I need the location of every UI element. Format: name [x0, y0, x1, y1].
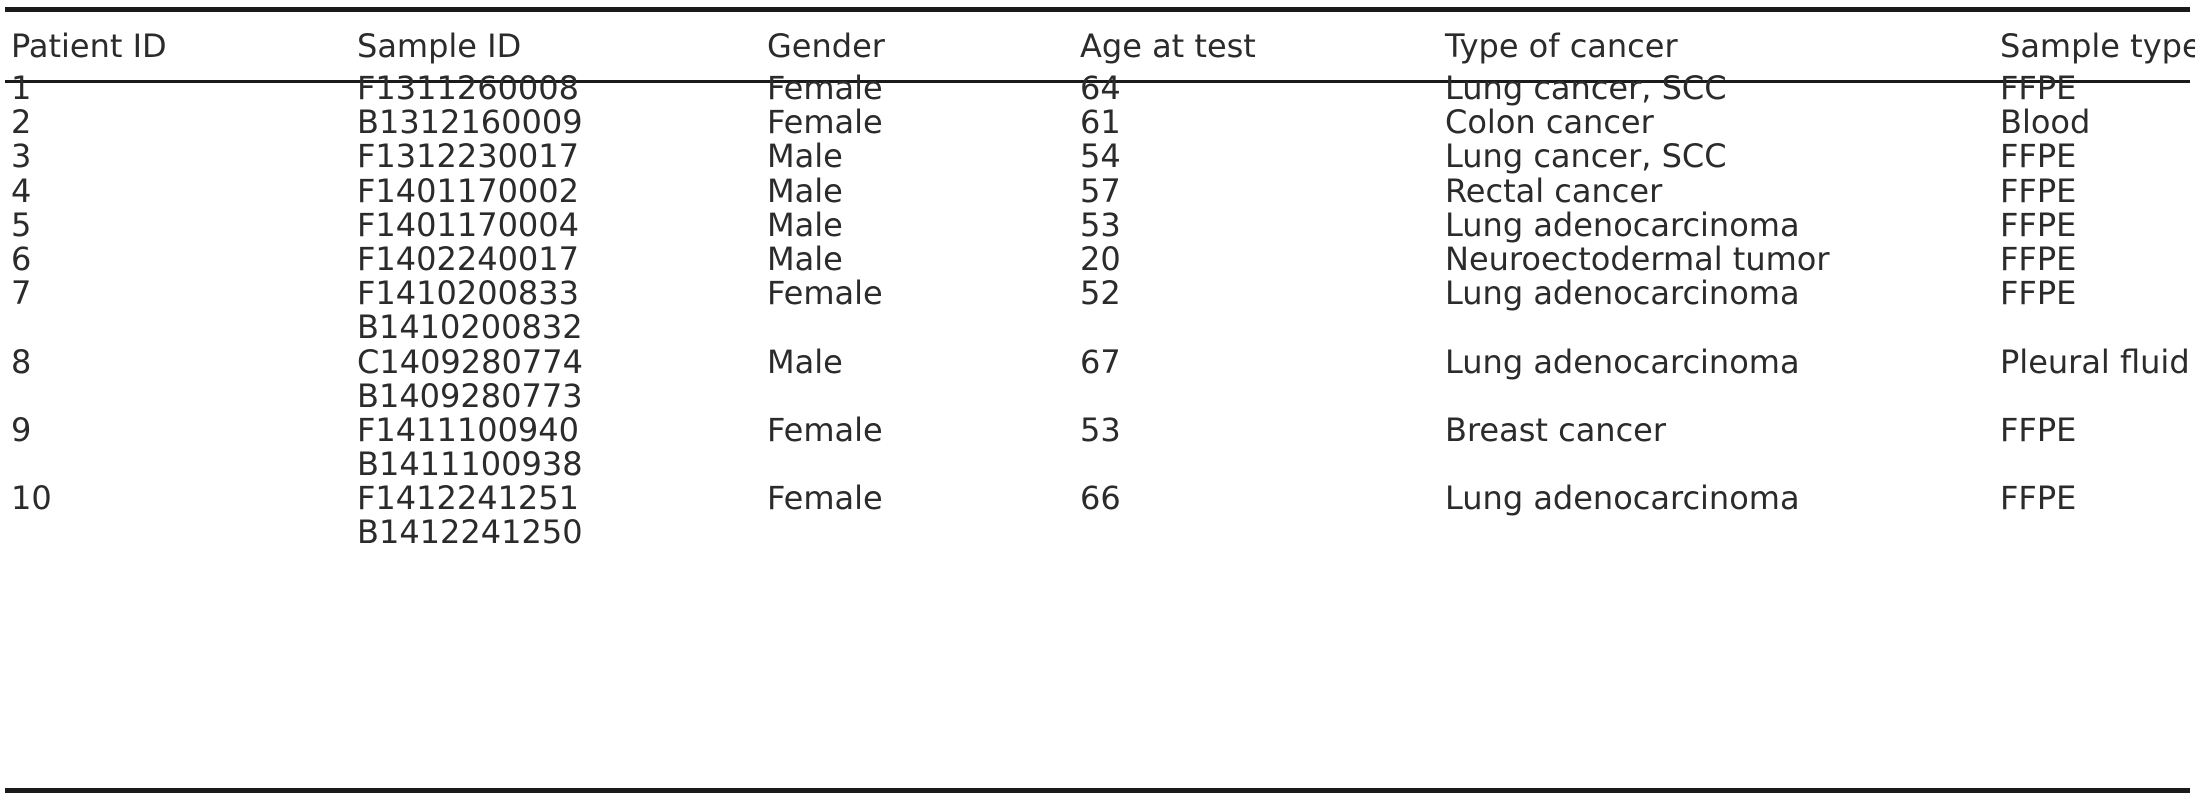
cell-cancer-type: Lung cancer, SCC [1445, 137, 1727, 175]
cell-sample-type: FFPE [2000, 206, 2077, 244]
cell-gender: Male [767, 137, 843, 175]
sample-id-line: F1411100940 [357, 411, 579, 449]
cell-age: 66 [1080, 479, 1121, 517]
cell-age: 57 [1080, 172, 1121, 210]
cell-sample-id: F1411100940 B1411100938 [357, 411, 583, 484]
cell-gender: Male [767, 240, 843, 278]
sample-id-line: F1412241251 [357, 479, 579, 517]
cell-age: 52 [1080, 274, 1121, 312]
cell-sample-id: F1311260008 [357, 71, 579, 105]
cell-gender: Female [767, 411, 883, 449]
sample-id-line: F1312230017 [357, 137, 579, 175]
cell-gender: Female [767, 103, 883, 141]
cell-gender: Female [767, 274, 883, 312]
cell-sample-type: FFPE [2000, 172, 2077, 210]
cell-gender: Male [767, 172, 843, 210]
cell-patient-id: 6 [11, 240, 32, 278]
cell-sample-type: FFPE [2000, 137, 2077, 175]
cell-patient-id: 3 [11, 137, 32, 175]
cell-cancer-type: Rectal cancer [1445, 172, 1663, 210]
cell-sample-type: FFPE [2000, 274, 2077, 312]
cell-sample-type: FFPE [2000, 69, 2077, 107]
cell-sample-id: F1401170004 [357, 208, 579, 242]
sample-id-line: B1312160009 [357, 103, 583, 141]
sample-id-line: C1409280774 [357, 343, 583, 381]
cell-sample-id: B1312160009 [357, 105, 583, 139]
cell-sample-type: FFPE [2000, 240, 2077, 278]
cell-age: 64 [1080, 69, 1121, 107]
sample-id-line: B1412241250 [357, 513, 583, 552]
cell-sample-id: F1312230017 [357, 139, 579, 173]
cell-patient-id: 8 [11, 343, 32, 381]
header-sample-id: Sample ID [357, 27, 522, 65]
cell-patient-id: 2 [11, 103, 32, 141]
cell-cancer-type: Breast cancer [1445, 411, 1667, 449]
cell-sample-type: Pleural fluid [2000, 343, 2190, 381]
sample-id-line: B1411100938 [357, 445, 583, 484]
cell-age: 54 [1080, 137, 1121, 175]
cell-sample-type: Blood [2000, 103, 2091, 141]
sample-id-line: F1401170002 [357, 172, 579, 210]
cell-age: 61 [1080, 103, 1121, 141]
table-top-rule [5, 7, 2190, 12]
sample-id-line: B1410200832 [357, 308, 583, 347]
patient-sample-table: Patient ID Sample ID Gender Age at test … [5, 0, 2195, 800]
sample-id-line: F1410200833 [357, 274, 579, 312]
cell-cancer-type: Lung cancer, SCC [1445, 69, 1727, 107]
table-bottom-rule [5, 788, 2190, 793]
cell-sample-type: FFPE [2000, 411, 2077, 449]
cell-patient-id: 4 [11, 172, 32, 210]
cell-cancer-type: Lung adenocarcinoma [1445, 343, 1800, 381]
sample-id-line: B1409280773 [357, 377, 583, 416]
cell-patient-id: 5 [11, 206, 32, 244]
cell-age: 53 [1080, 411, 1121, 449]
cell-age: 20 [1080, 240, 1121, 278]
header-sample-type: Sample type [2000, 27, 2195, 65]
cell-patient-id: 10 [11, 479, 52, 517]
cell-patient-id: 1 [11, 69, 32, 107]
sample-id-line: F1311260008 [357, 69, 579, 107]
header-age-at-test: Age at test [1080, 27, 1256, 65]
cell-cancer-type: Lung adenocarcinoma [1445, 206, 1800, 244]
sample-id-line: F1402240017 [357, 240, 579, 278]
cell-gender: Male [767, 343, 843, 381]
table-header-row: Patient ID Sample ID Gender Age at test … [5, 12, 2195, 80]
cell-gender: Female [767, 479, 883, 517]
header-type-of-cancer: Type of cancer [1445, 27, 1678, 65]
cell-sample-id: C1409280774 B1409280773 [357, 343, 583, 416]
cell-sample-type: FFPE [2000, 479, 2077, 517]
cell-cancer-type: Lung adenocarcinoma [1445, 479, 1800, 517]
cell-age: 67 [1080, 343, 1121, 381]
table-header-rule [5, 80, 2190, 83]
header-gender: Gender [767, 27, 885, 65]
cell-gender: Male [767, 206, 843, 244]
header-patient-id: Patient ID [11, 27, 167, 65]
cell-gender: Female [767, 69, 883, 107]
sample-id-line: F1401170004 [357, 206, 579, 244]
cell-patient-id: 9 [11, 411, 32, 449]
cell-sample-id: F1410200833 B1410200832 [357, 274, 583, 347]
cell-age: 53 [1080, 206, 1121, 244]
cell-cancer-type: Lung adenocarcinoma [1445, 274, 1800, 312]
cell-sample-id: F1402240017 [357, 242, 579, 276]
cell-cancer-type: Neuroectodermal tumor [1445, 240, 1830, 278]
cell-sample-id: F1401170002 [357, 174, 579, 208]
cell-patient-id: 7 [11, 274, 32, 312]
cell-cancer-type: Colon cancer [1445, 103, 1654, 141]
cell-sample-id: F1412241251 B1412241250 [357, 479, 583, 552]
